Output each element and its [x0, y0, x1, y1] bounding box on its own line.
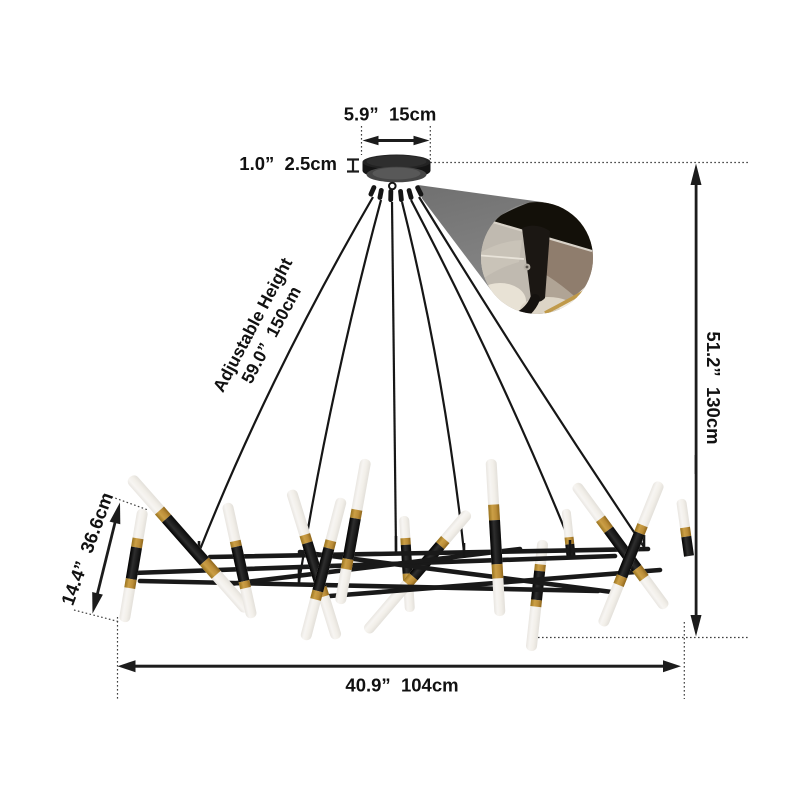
- svg-text:40.9” 104cm: 40.9” 104cm: [345, 675, 458, 696]
- svg-text:5.9” 15cm: 5.9” 15cm: [344, 104, 437, 125]
- svg-text:1.0” 2.5cm: 1.0” 2.5cm: [239, 153, 337, 174]
- svg-text:51.2” 130cm: 51.2” 130cm: [703, 331, 724, 444]
